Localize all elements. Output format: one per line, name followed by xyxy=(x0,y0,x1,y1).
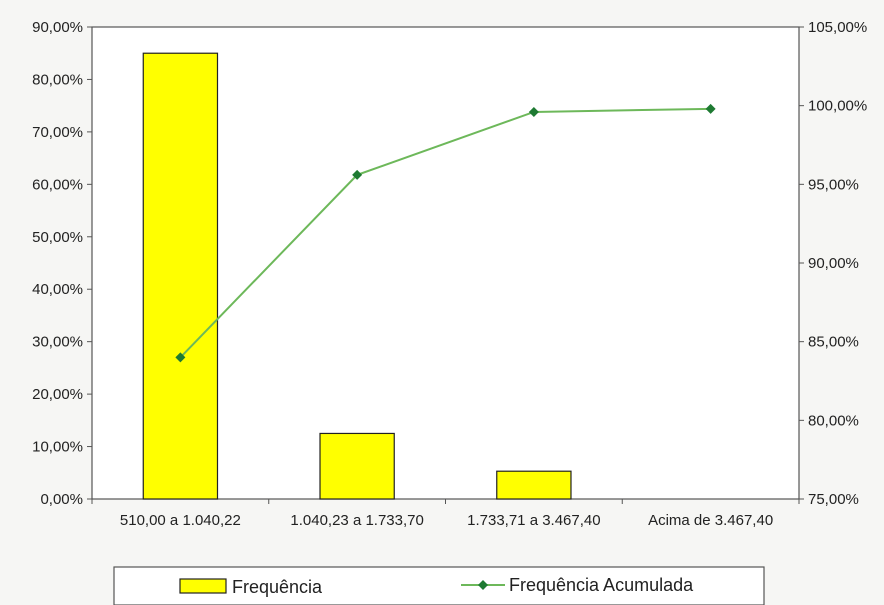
left-axis-tick-label: 40,00% xyxy=(32,281,83,298)
right-axis-tick-label: 85,00% xyxy=(808,334,859,351)
legend-line-label: Frequência Acumulada xyxy=(509,575,694,595)
right-axis-tick-label: 80,00% xyxy=(808,412,859,429)
bar xyxy=(319,432,395,500)
left-axis-tick-label: 30,00% xyxy=(32,334,83,351)
legend-line-marker xyxy=(478,580,488,590)
x-axis-category-label: 1.040,23 a 1.733,70 xyxy=(290,512,423,529)
legend-bar-swatch xyxy=(179,578,227,594)
legend: Frequência Frequência Acumulada xyxy=(113,566,765,605)
left-axis-tick-label: 10,00% xyxy=(32,439,83,456)
left-axis-tick-label: 20,00% xyxy=(32,386,83,403)
left-axis-tick-label: 70,00% xyxy=(32,124,83,141)
right-axis-tick-label: 95,00% xyxy=(808,176,859,193)
left-axis-tick-label: 90,00% xyxy=(32,19,83,36)
x-axis-category-label: Acima de 3.467,40 xyxy=(648,512,773,529)
right-axis-tick-label: 90,00% xyxy=(808,255,859,272)
right-axis: 75,00% 80,00% 85,00% 90,00% 95,00% 100,00% 105… xyxy=(799,19,867,508)
line-point-marker xyxy=(528,106,539,117)
bar-series xyxy=(142,52,572,500)
line-series xyxy=(175,103,716,363)
right-axis-tick-label: 100,00% xyxy=(808,98,867,115)
legend-bar-label: Frequência xyxy=(232,577,323,597)
cumulative-line xyxy=(179,107,711,359)
left-axis-tick-label: 0,00% xyxy=(40,491,83,508)
right-axis-tick-label: 105,00% xyxy=(808,19,867,36)
x-axis-category-label: 510,00 a 1.040,22 xyxy=(120,512,241,529)
left-axis: 0,00% 10,00% 20,00% 30,00% 40,00% 50,00% 60,00… xyxy=(32,19,92,508)
left-axis-tick-label: 60,00% xyxy=(32,176,83,193)
x-axis-category-label: 1.733,71 a 3.467,40 xyxy=(467,512,600,529)
bar xyxy=(496,470,572,500)
x-axis: 510,00 a 1.040,22 1.040,23 a 1.733,70 1.73… xyxy=(91,499,800,529)
line-point-marker xyxy=(175,352,186,363)
left-axis-tick-label: 80,00% xyxy=(32,71,83,88)
right-axis-tick-label: 75,00% xyxy=(808,491,859,508)
bar xyxy=(142,52,219,500)
line-point-marker xyxy=(705,103,716,114)
line-point-marker xyxy=(352,169,363,180)
left-axis-tick-label: 50,00% xyxy=(32,229,83,246)
